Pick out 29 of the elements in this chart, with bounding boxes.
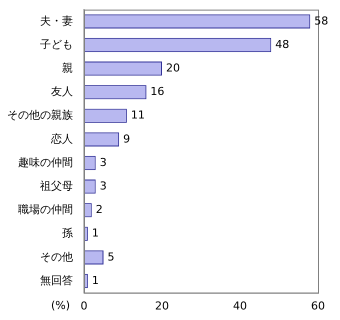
x-tick-label: 0 <box>80 299 88 312</box>
data-label: 16 <box>150 85 164 98</box>
y-tick-label: 親 <box>62 61 73 74</box>
y-tick-label: その他の親族 <box>7 108 73 122</box>
data-label: 1 <box>92 274 99 287</box>
y-tick-label: その他 <box>40 250 73 264</box>
y-tick-label: 孫 <box>62 226 73 240</box>
x-axis-title: (%) <box>50 299 70 312</box>
x-tick-label: 20 <box>155 299 169 312</box>
y-tick-label: 友人 <box>51 85 73 98</box>
data-label: 9 <box>123 132 130 146</box>
data-label: 58 <box>314 14 328 28</box>
y-tick-label: 職場の仲間 <box>18 203 73 216</box>
data-label: 5 <box>108 250 114 264</box>
data-label: 11 <box>130 108 145 122</box>
data-label: 2 <box>96 203 103 216</box>
x-tick-label: 60 <box>311 299 325 312</box>
data-label: 48 <box>275 38 290 51</box>
data-label: 20 <box>166 61 180 74</box>
y-tick-label: 恋人 <box>50 132 73 146</box>
y-tick-label: 子ども <box>40 38 73 51</box>
data-label: 1 <box>92 226 99 240</box>
y-tick-label: 祖父母 <box>40 179 73 192</box>
y-tick-label: 無回答 <box>40 274 73 287</box>
x-tick-label: 40 <box>233 299 247 312</box>
data-label: 3 <box>100 156 107 169</box>
y-tick-label: 趣味の仲間 <box>18 156 73 169</box>
data-label: 3 <box>100 179 107 192</box>
y-tick-label: 夫・妻 <box>40 14 73 28</box>
